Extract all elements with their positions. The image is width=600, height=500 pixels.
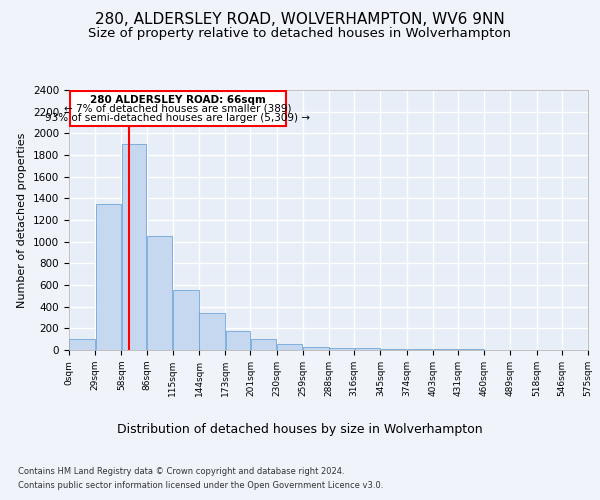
Text: 93% of semi-detached houses are larger (5,309) →: 93% of semi-detached houses are larger (… xyxy=(45,113,310,123)
Bar xyxy=(277,344,302,350)
Bar xyxy=(251,339,276,350)
Text: Contains HM Land Registry data © Crown copyright and database right 2024.: Contains HM Land Registry data © Crown c… xyxy=(18,468,344,476)
Bar xyxy=(458,349,484,350)
Bar xyxy=(329,348,354,350)
Bar xyxy=(303,347,329,350)
Bar xyxy=(95,204,121,350)
Bar xyxy=(355,348,380,350)
FancyBboxPatch shape xyxy=(70,90,286,126)
Bar xyxy=(226,331,250,350)
Text: ← 7% of detached houses are smaller (389): ← 7% of detached houses are smaller (389… xyxy=(64,104,292,114)
Bar xyxy=(199,313,225,350)
Bar xyxy=(147,236,172,350)
Text: Size of property relative to detached houses in Wolverhampton: Size of property relative to detached ho… xyxy=(89,28,511,40)
Bar xyxy=(122,144,146,350)
Text: 280 ALDERSLEY ROAD: 66sqm: 280 ALDERSLEY ROAD: 66sqm xyxy=(90,94,266,104)
Y-axis label: Number of detached properties: Number of detached properties xyxy=(17,132,28,308)
Text: Contains public sector information licensed under the Open Government Licence v3: Contains public sector information licen… xyxy=(18,481,383,490)
Bar xyxy=(381,349,406,350)
Bar xyxy=(173,290,199,350)
Text: Distribution of detached houses by size in Wolverhampton: Distribution of detached houses by size … xyxy=(117,422,483,436)
Text: 280, ALDERSLEY ROAD, WOLVERHAMPTON, WV6 9NN: 280, ALDERSLEY ROAD, WOLVERHAMPTON, WV6 … xyxy=(95,12,505,28)
Bar xyxy=(70,339,95,350)
